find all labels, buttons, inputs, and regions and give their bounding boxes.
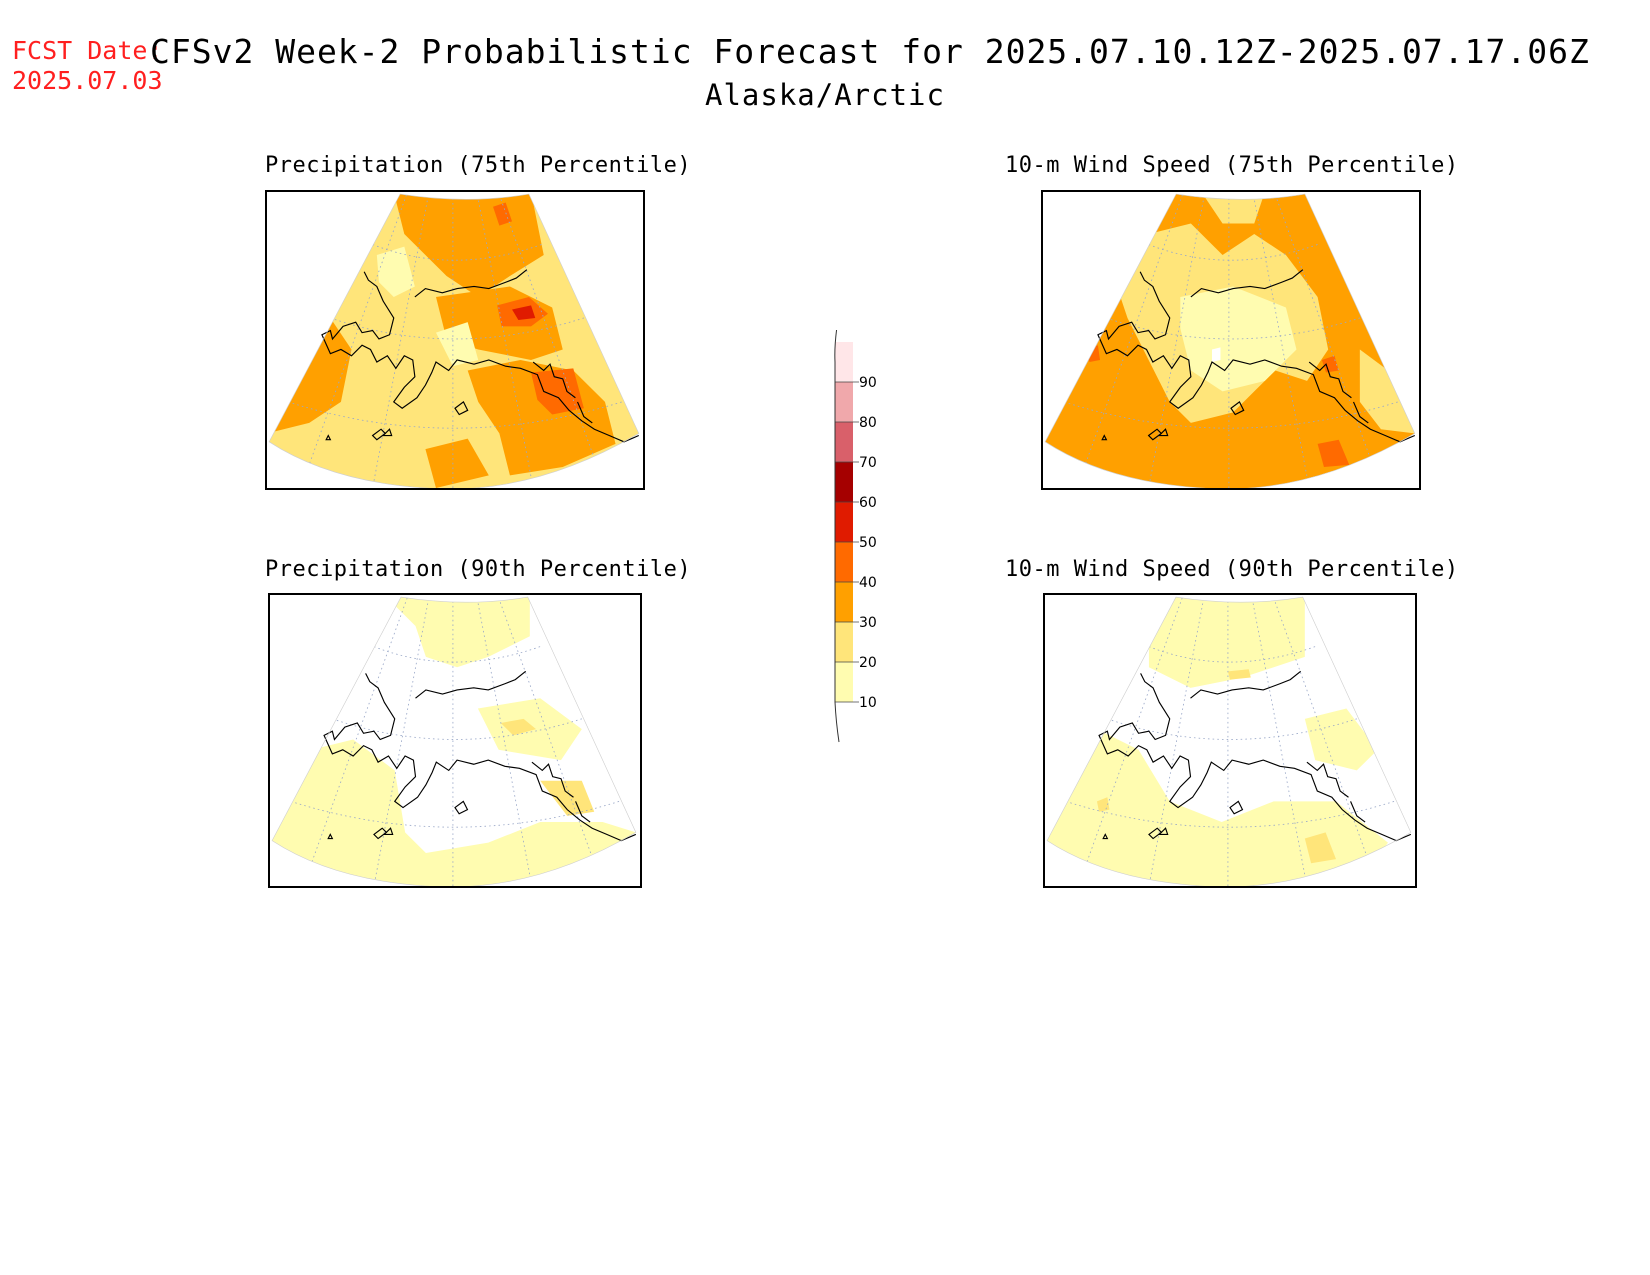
region-blank xyxy=(1211,347,1221,363)
colorbar-swatch-50 xyxy=(835,502,853,542)
region-mid-1 xyxy=(1227,669,1251,680)
colorbar-swatch-30 xyxy=(835,582,853,622)
region-hi-3 xyxy=(493,202,513,226)
forecast-date-label: FCST Date: xyxy=(12,36,163,65)
probability-field xyxy=(1045,194,1415,488)
colorbar-label-10: 10 xyxy=(859,695,877,711)
panel-title-precip-90: Precipitation (90th Percentile) xyxy=(265,557,692,582)
figure-title: CFSv2 Week-2 Probabilistic Forecast for … xyxy=(150,32,1590,71)
map-precip-90 xyxy=(268,593,642,888)
region-mid-2 xyxy=(1304,832,1337,864)
colorbar-label-70: 70 xyxy=(859,455,877,471)
colorbar-label-90: 90 xyxy=(859,375,877,391)
colorbar-label-80: 80 xyxy=(859,415,877,431)
domain-edge xyxy=(268,193,640,488)
map-precip-75 xyxy=(265,190,645,490)
colorbar-label-20: 20 xyxy=(859,655,877,671)
graticule xyxy=(290,597,620,886)
graticule xyxy=(1063,194,1399,488)
domain-edge xyxy=(1046,596,1412,886)
map-canvas xyxy=(1046,596,1412,886)
map-canvas xyxy=(271,596,637,886)
colorbar-swatch-90 xyxy=(835,342,853,382)
region-east xyxy=(1359,349,1415,434)
colorbar-swatch-20 xyxy=(835,622,853,662)
probability-field xyxy=(269,194,639,488)
probability-field xyxy=(272,597,636,886)
coastline xyxy=(323,670,637,842)
region-east xyxy=(1304,708,1378,771)
panel-title-precip-75: Precipitation (75th Percentile) xyxy=(265,153,692,178)
colorbar-label-40: 40 xyxy=(859,575,877,591)
colorbar-swatch-10 xyxy=(835,662,853,702)
colorbar-swatch-70 xyxy=(835,422,853,462)
map-canvas xyxy=(268,193,640,488)
colorbar-swatch-60 xyxy=(835,462,853,502)
panel-title-wind-90: 10-m Wind Speed (90th Percentile) xyxy=(1005,557,1459,582)
figure-subtitle: Alaska/Arctic xyxy=(705,78,945,112)
region-mid-1 xyxy=(500,718,537,736)
region-core-1 xyxy=(512,305,536,321)
region-north xyxy=(1148,597,1305,688)
forecast-date-block: FCST Date: 2025.07.03 xyxy=(12,36,163,96)
map-wind-75 xyxy=(1041,190,1421,490)
region-south xyxy=(425,438,489,488)
colorbar-label-60: 60 xyxy=(859,495,877,511)
region-hi-1 xyxy=(1317,439,1350,468)
domain-edge xyxy=(1044,193,1416,488)
region-hi-2 xyxy=(1085,345,1101,363)
colorbar-edge xyxy=(834,330,840,743)
region-mid-2 xyxy=(540,780,595,816)
region-north xyxy=(384,597,530,668)
probability-colorbar: 10 20 30 40 50 60 70 80 90 xyxy=(820,330,910,750)
probability-field xyxy=(1047,597,1411,886)
map-wind-90 xyxy=(1043,593,1417,888)
coastline xyxy=(321,269,640,443)
coastline xyxy=(1098,670,1412,842)
colorbar-swatch-80 xyxy=(835,382,853,422)
panel-title-wind-75: 10-m Wind Speed (75th Percentile) xyxy=(1005,153,1459,178)
graticule xyxy=(287,194,623,488)
region-pale-2 xyxy=(435,322,479,367)
colorbar-label-50: 50 xyxy=(859,535,877,551)
domain-edge xyxy=(271,596,637,886)
region-south xyxy=(272,739,636,886)
forecast-date-value: 2025.07.03 xyxy=(12,66,163,95)
coastline xyxy=(1097,269,1416,443)
colorbar-swatch-40 xyxy=(835,542,853,582)
region-pale-1 xyxy=(376,246,415,297)
map-canvas xyxy=(1044,193,1416,488)
graticule xyxy=(1065,597,1395,886)
region-south xyxy=(1047,729,1388,886)
region-hi-2 xyxy=(531,368,584,415)
colorbar-label-30: 30 xyxy=(859,615,877,631)
